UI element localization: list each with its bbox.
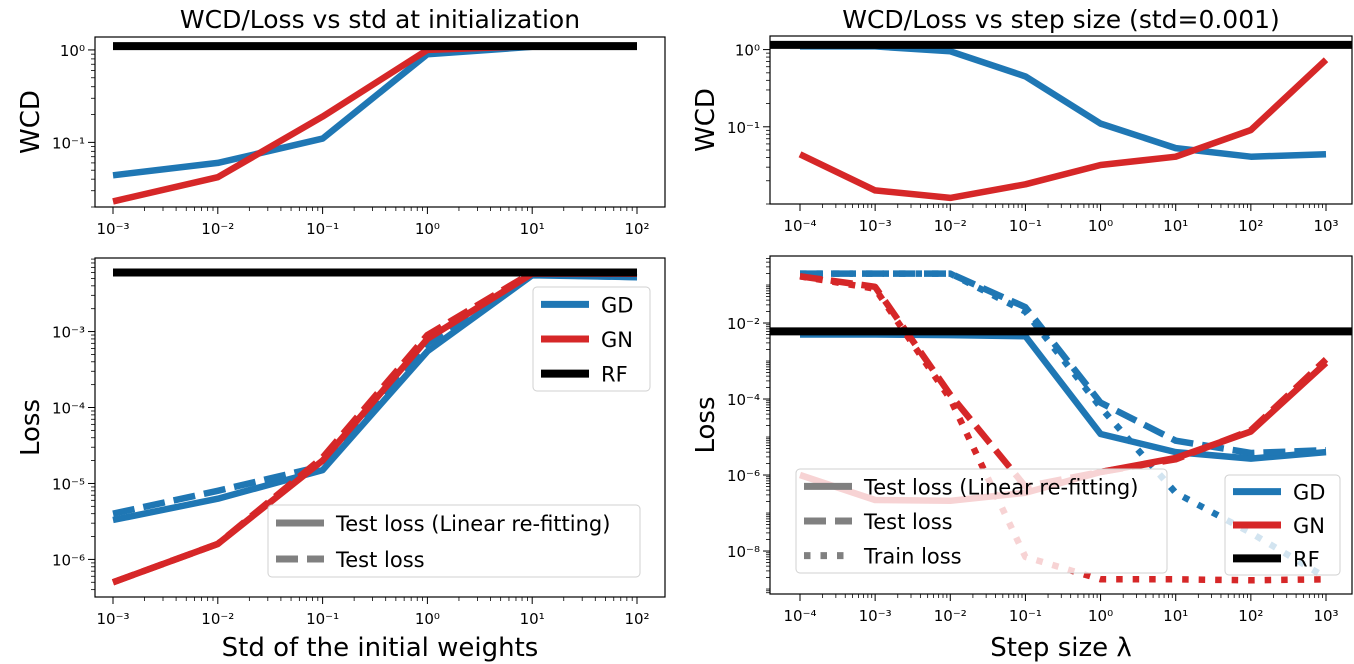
panel-3: 10⁻⁴ 10⁻³ 10⁻² 10⁻¹ 10⁰ 10¹ 10² 10³ 10⁻⁸ 10⁻⁶ 10⁻⁴… <box>691 255 1353 663</box>
x-tick-label: 10⁻⁴ <box>783 217 816 235</box>
x-tick-label: 10⁻² <box>934 217 967 235</box>
x-axis: 10⁻³ 10⁻² 10⁻¹ 10⁰ 10¹ 10² <box>96 597 650 628</box>
legend-label: Test loss (Linear re-fitting) <box>863 475 1138 499</box>
x-tick-label: 10⁰ <box>1088 217 1113 235</box>
series-gn-solid <box>112 42 637 205</box>
x-tick-label: 10¹ <box>1163 217 1188 235</box>
y-axis-label: Loss <box>691 396 721 453</box>
x-axis-label: Step size λ <box>990 633 1132 663</box>
y-tick-label: 10⁻⁴ <box>727 391 760 409</box>
axes-frame <box>94 257 666 598</box>
panel-2: 10⁻³ 10⁻² 10⁻¹ 10⁰ 10¹ 10² 10⁻⁶ 10⁻⁵ 10⁻⁴ 10⁻³ Los… <box>16 257 666 663</box>
x-tick-label: 10⁻³ <box>859 607 892 625</box>
x-tick-label: 10⁻¹ <box>306 610 339 628</box>
y-tick-label: 10⁻⁵ <box>52 475 85 493</box>
y-tick-label: 10⁻⁸ <box>727 543 760 561</box>
chart-title: WCD/Loss vs std at initialization <box>180 5 580 34</box>
x-axis-label: Std of the initial weights <box>222 633 539 663</box>
y-tick-label: 10⁻² <box>727 315 760 333</box>
y-tick-label: 10⁰ <box>60 42 85 60</box>
legend-box <box>532 286 651 392</box>
legend-label: GD <box>1293 481 1325 505</box>
x-tick-label: 10² <box>624 610 649 628</box>
series-gn-solid <box>798 57 1329 202</box>
x-tick-label: 10⁻⁴ <box>783 607 816 625</box>
x-tick-label: 10⁰ <box>415 220 440 238</box>
y-tick-label: 10⁻⁴ <box>52 400 85 418</box>
x-axis: 10⁻³ 10⁻² 10⁻¹ 10⁰ 10¹ 10² <box>96 207 650 238</box>
panel-1: 10⁻⁴ 10⁻³ 10⁻² 10⁻¹ 10⁰ 10¹ 10² 10³ 10⁻¹ 10⁰ WCD/L… <box>691 5 1353 235</box>
y-axis: 10⁻⁸ 10⁻⁶ 10⁻⁴ 10⁻² <box>727 258 770 594</box>
x-tick-label: 10⁻³ <box>96 610 129 628</box>
panel-0: 10⁻³ 10⁻² 10⁻¹ 10⁰ 10¹ 10² 10⁻¹ 10⁰ WCD/Loss vs … <box>16 5 666 238</box>
x-tick-label: 10⁻¹ <box>306 220 339 238</box>
x-tick-label: 10¹ <box>520 610 545 628</box>
y-tick-label: 10⁻¹ <box>727 119 760 137</box>
legend-label: Test loss <box>335 548 425 572</box>
series-gn-dashed <box>799 273 1329 490</box>
y-axis-label: WCD <box>16 90 46 154</box>
x-tick-label: 10⁻³ <box>96 220 129 238</box>
legend-label: Train loss <box>863 545 962 569</box>
y-axis: 10⁻¹ 10⁰ <box>727 42 770 205</box>
plot-area <box>770 40 1352 202</box>
x-tick-label: 10⁻² <box>201 220 234 238</box>
x-tick-label: 10³ <box>1313 607 1338 625</box>
plot-area <box>112 42 638 205</box>
chart-title: WCD/Loss vs step size (std=0.001) <box>842 5 1280 34</box>
x-tick-label: 10² <box>1238 217 1263 235</box>
legend-label: RF <box>1293 547 1320 571</box>
x-tick-label: 10⁻¹ <box>1009 217 1042 235</box>
y-tick-label: 10⁻³ <box>52 324 85 342</box>
x-tick-label: 10⁻² <box>201 610 234 628</box>
legend-label: Test loss <box>863 510 953 534</box>
y-axis-label: Loss <box>16 399 46 456</box>
y-axis: 10⁻⁶ 10⁻⁵ 10⁻⁴ 10⁻³ <box>52 258 95 591</box>
series-gd-dashed <box>800 270 1327 457</box>
y-tick-label: 10⁻¹ <box>52 134 85 152</box>
legend-lower-right: GD GN RF <box>1224 474 1341 576</box>
x-tick-label: 10¹ <box>1163 607 1188 625</box>
legend-upper-right: GD GN RF <box>532 286 651 392</box>
legend-label: GN <box>1293 514 1325 538</box>
legend-label: RF <box>601 363 628 387</box>
x-tick-label: 10¹ <box>520 220 545 238</box>
x-tick-label: 10² <box>624 220 649 238</box>
plot-area <box>111 268 638 586</box>
x-tick-label: 10³ <box>1313 217 1338 235</box>
legend-lower-right: Test loss (Linear re-fitting) Test loss <box>267 504 641 578</box>
legend-label: GD <box>601 293 633 317</box>
legend-label: Test loss (Linear re-fitting) <box>335 512 610 536</box>
legend-box <box>1224 474 1341 576</box>
y-tick-label: 10⁻⁶ <box>52 551 85 569</box>
x-tick-label: 10⁻² <box>934 607 967 625</box>
series-gd-solid <box>112 42 638 179</box>
legend-lower-left: Test loss (Linear re-fitting) Test loss Tr… <box>795 468 1168 574</box>
legend-label: GN <box>601 328 633 352</box>
series-gd-dotted <box>800 270 1328 581</box>
x-tick-label: 10⁻³ <box>859 217 892 235</box>
x-axis: 10⁻⁴ 10⁻³ 10⁻² 10⁻¹ 10⁰ 10¹ 10² 10³ <box>783 204 1339 235</box>
y-axis-label: WCD <box>691 88 721 152</box>
y-tick-label: 10⁰ <box>735 42 760 60</box>
x-tick-label: 10² <box>1238 607 1263 625</box>
y-tick-label: 10⁻⁶ <box>727 467 760 485</box>
y-axis: 10⁻¹ 10⁰ <box>52 42 95 208</box>
x-tick-label: 10⁻¹ <box>1009 607 1042 625</box>
axes-frame <box>94 36 666 208</box>
x-tick-label: 10⁰ <box>415 610 440 628</box>
legend-box <box>795 468 1168 574</box>
series-gd-solid <box>800 43 1327 160</box>
x-axis: 10⁻⁴ 10⁻³ 10⁻² 10⁻¹ 10⁰ 10¹ 10² 10³ <box>783 594 1339 625</box>
legend-box <box>267 504 641 578</box>
x-tick-label: 10⁰ <box>1088 607 1113 625</box>
